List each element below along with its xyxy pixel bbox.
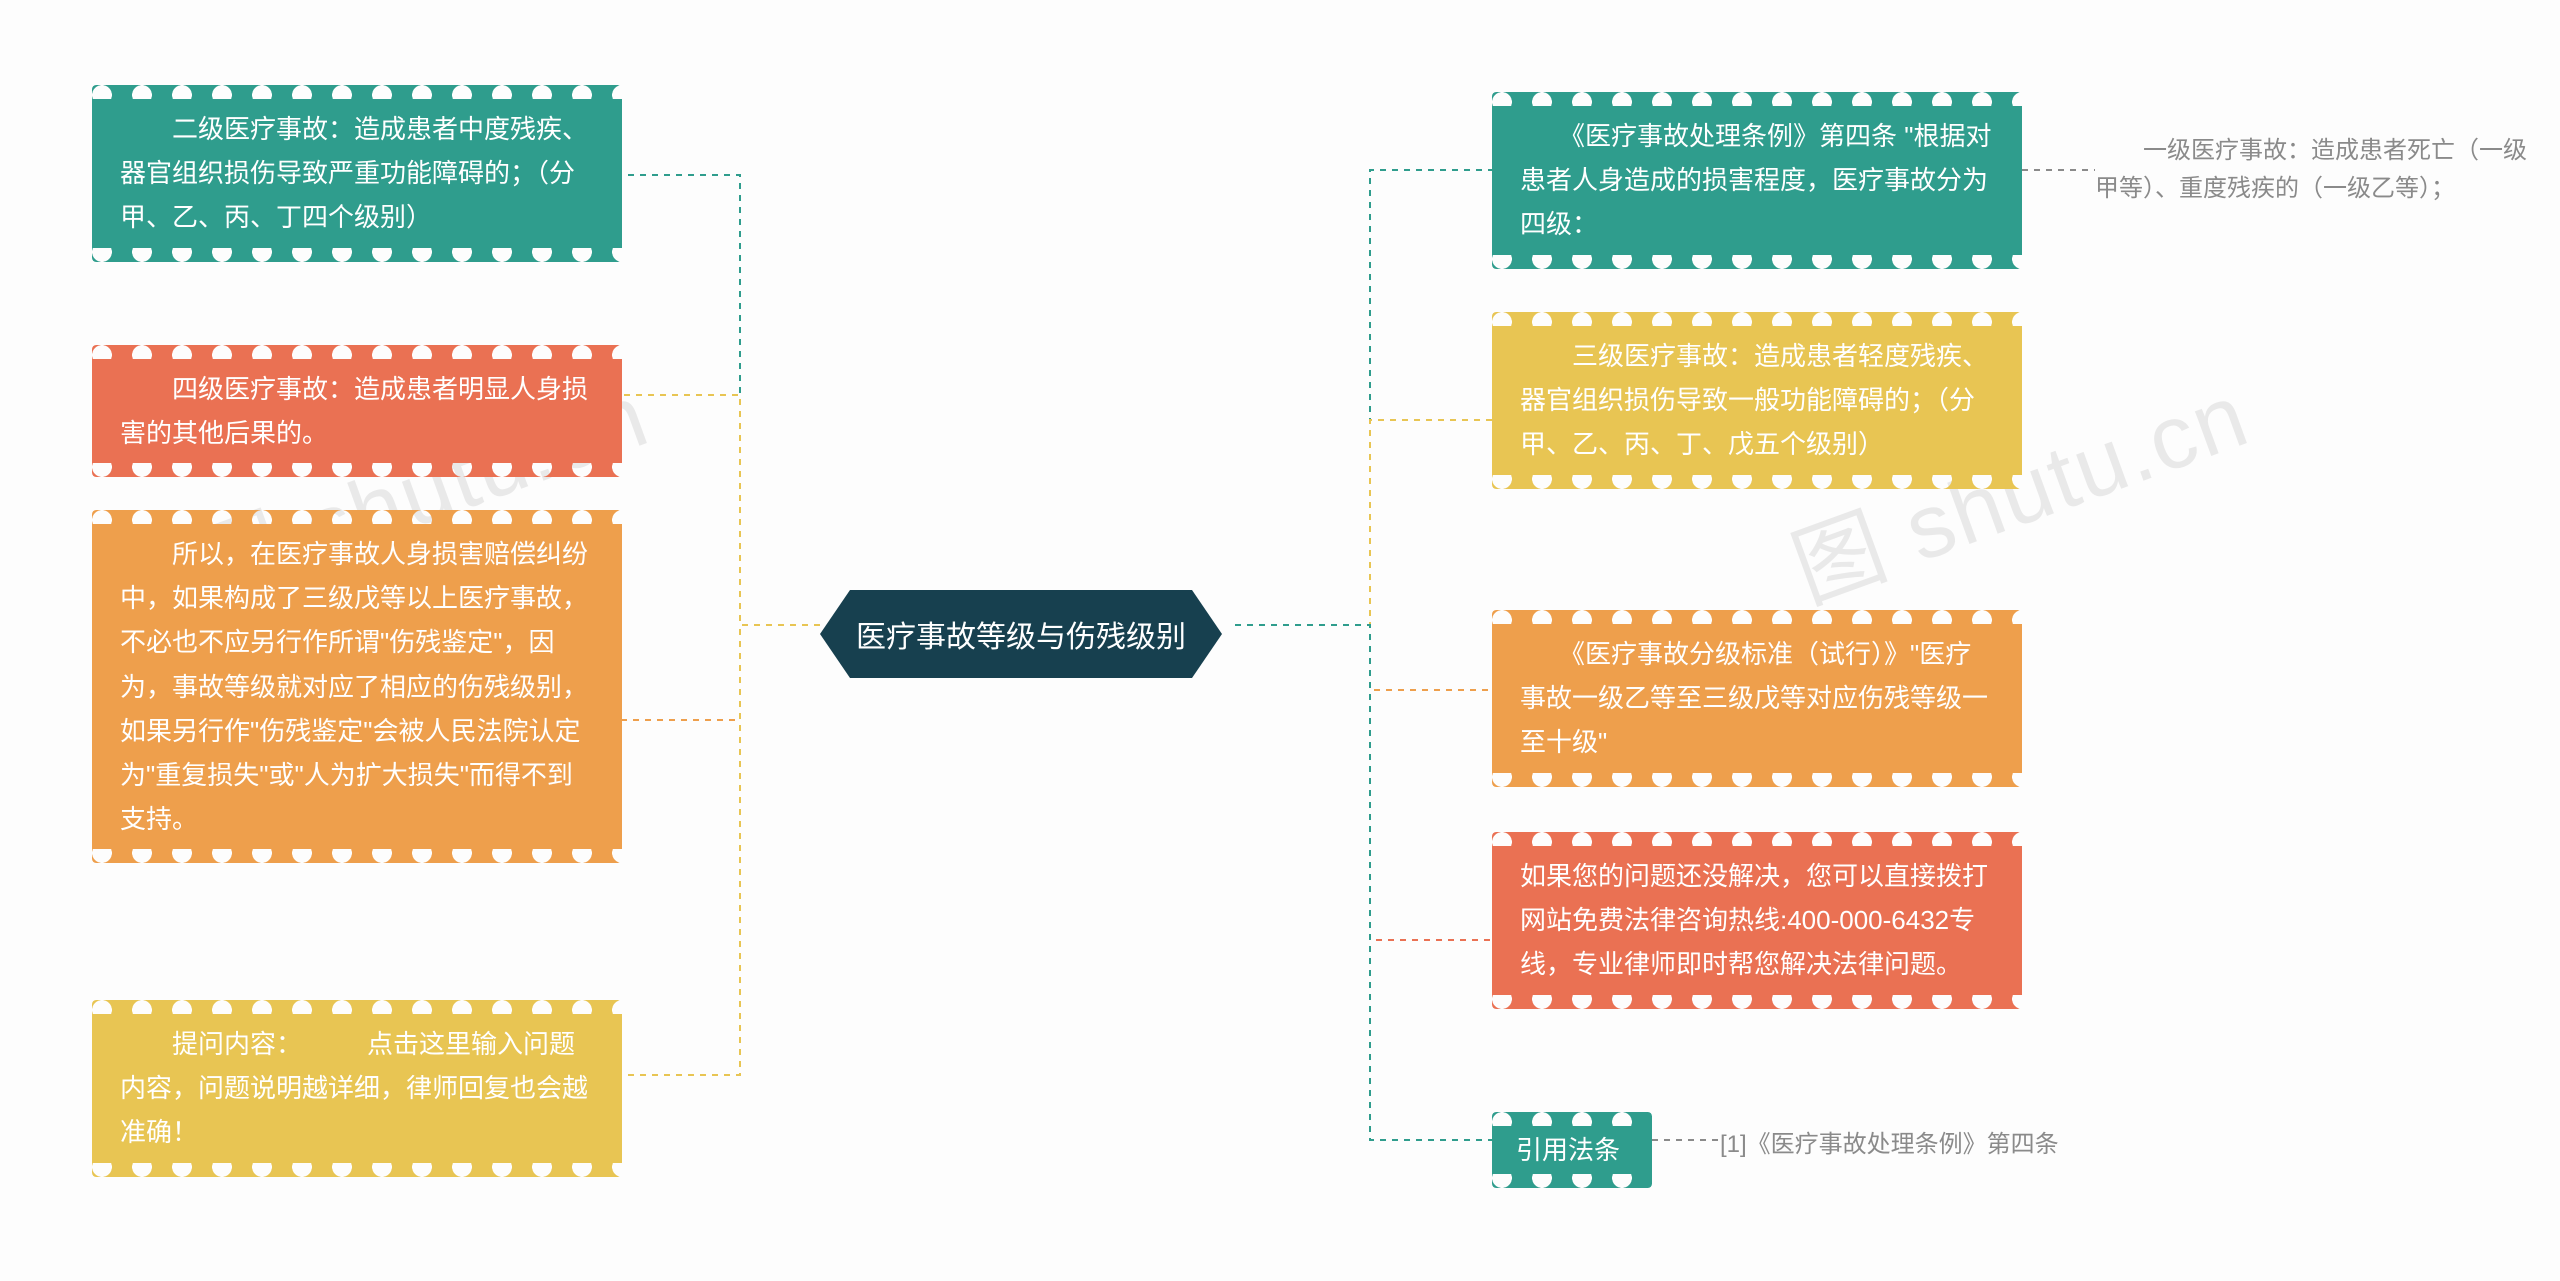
node-hotline[interactable]: 如果您的问题还没解决，您可以直接拨打网站免费法律咨询热线:400-000-643… — [1492, 832, 2022, 1009]
node-grading-standard[interactable]: 《医疗事故分级标准（试行）》"医疗事故一级乙等至三级戊等对应伤残等级一至十级" — [1492, 610, 2022, 787]
node-level4-accident[interactable]: 四级医疗事故：造成患者明显人身损害的其他后果的。 — [92, 345, 622, 477]
node-level3-accident[interactable]: 三级医疗事故：造成患者轻度残疾、器官组织损伤导致一般功能障碍的；（分甲、乙、丙、… — [1492, 312, 2022, 489]
node-text: 提问内容： 点击这里输入问题内容，问题说明越详细，律师回复也会越准确！ — [120, 1029, 588, 1147]
node-text: 如果您的问题还没解决，您可以直接拨打网站免费法律咨询热线:400-000-643… — [1520, 861, 1988, 979]
node-explanation[interactable]: 所以，在医疗事故人身损害赔偿纠纷中，如果构成了三级戊等以上医疗事故，不必也不应另… — [92, 510, 622, 863]
node-text: 《医疗事故处理条例》第四条 "根据对患者人身造成的损害程度，医疗事故分为四级： — [1520, 121, 1991, 239]
node-question-prompt[interactable]: 提问内容： 点击这里输入问题内容，问题说明越详细，律师回复也会越准确！ — [92, 1000, 622, 1177]
leaf-citation-ref[interactable]: [1]《医疗事故处理条例》第四条 — [1720, 1122, 2120, 1168]
leaf-text: [1]《医疗事故处理条例》第四条 — [1720, 1131, 2059, 1158]
node-level2-accident[interactable]: 二级医疗事故：造成患者中度残疾、器官组织损伤导致严重功能障碍的；（分甲、乙、丙、… — [92, 85, 622, 262]
node-text: 四级医疗事故：造成患者明显人身损害的其他后果的。 — [120, 374, 588, 448]
node-regulation-article4[interactable]: 《医疗事故处理条例》第四条 "根据对患者人身造成的损害程度，医疗事故分为四级： — [1492, 92, 2022, 269]
center-topic[interactable]: 医疗事故等级与伤残级别 — [820, 590, 1222, 678]
node-text: 所以，在医疗事故人身损害赔偿纠纷中，如果构成了三级戊等以上医疗事故，不必也不应另… — [120, 539, 588, 834]
node-text: 引用法条 — [1516, 1135, 1620, 1165]
leaf-level1-accident[interactable]: 一级医疗事故：造成患者死亡（一级甲等）、重度残疾的（一级乙等）； — [2095, 128, 2545, 213]
node-text: 三级医疗事故：造成患者轻度残疾、器官组织损伤导致一般功能障碍的；（分甲、乙、丙、… — [1520, 341, 1988, 459]
node-text: 二级医疗事故：造成患者中度残疾、器官组织损伤导致严重功能障碍的；（分甲、乙、丙、… — [120, 114, 588, 232]
node-citation[interactable]: 引用法条 — [1492, 1112, 1652, 1188]
node-text: 《医疗事故分级标准（试行）》"医疗事故一级乙等至三级戊等对应伤残等级一至十级" — [1520, 639, 1988, 757]
leaf-text: 一级医疗事故：造成患者死亡（一级甲等）、重度残疾的（一级乙等）； — [2095, 137, 2527, 202]
